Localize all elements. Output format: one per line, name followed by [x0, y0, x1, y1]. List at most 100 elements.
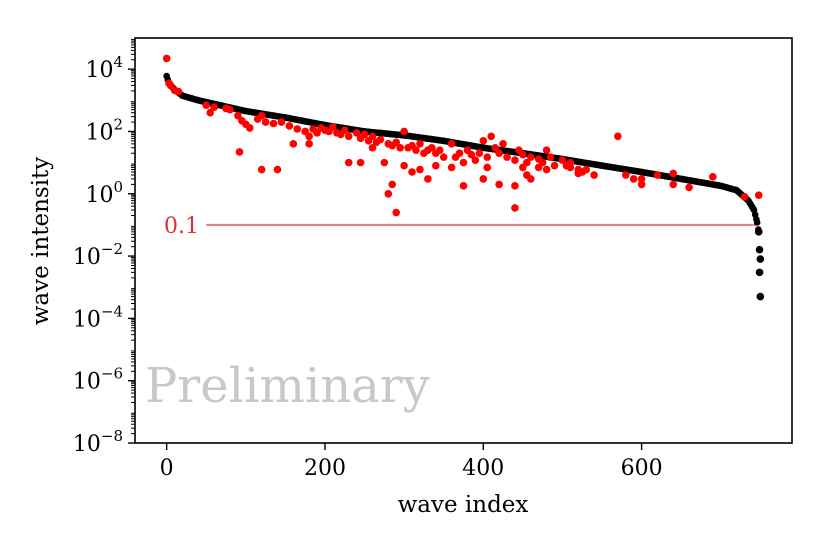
measured-point [653, 171, 662, 179]
measured-point [519, 163, 527, 172]
measured-point [257, 165, 266, 174]
y-tick-label: 10−2 [73, 240, 123, 270]
y-tick-label: 102 [85, 115, 123, 145]
measured-point [740, 192, 749, 201]
measured-intensity-series [162, 54, 763, 217]
measured-point [439, 153, 448, 161]
measured-point [590, 171, 598, 179]
measured-point [289, 140, 298, 148]
sorted-point [756, 255, 765, 263]
measured-point [455, 149, 464, 158]
measured-point [475, 149, 484, 158]
measured-point [566, 163, 575, 172]
measured-point [447, 163, 456, 172]
measured-point [202, 101, 211, 109]
measured-point [360, 130, 369, 139]
measured-point [210, 103, 218, 112]
x-axis-label: wave index [398, 492, 529, 518]
measured-point [388, 180, 397, 189]
measured-point [471, 156, 480, 164]
measured-point [546, 153, 555, 161]
measured-point [329, 123, 337, 131]
measured-point [479, 175, 488, 183]
measured-point [162, 54, 171, 63]
measured-point [637, 175, 646, 183]
y-axis-label: wave intensity [28, 157, 54, 326]
x-tick-label: 200 [304, 456, 346, 481]
measured-point [483, 163, 492, 172]
measured-point [499, 140, 507, 148]
x-tick-label: 0 [160, 456, 174, 481]
measured-point [305, 140, 313, 148]
measured-point [368, 143, 377, 152]
measured-point [269, 119, 278, 128]
measured-point [416, 140, 424, 148]
measured-point [431, 161, 440, 170]
x-tick-label: 600 [621, 456, 663, 481]
measured-point [459, 158, 468, 167]
measured-point [245, 124, 254, 132]
measured-point [400, 161, 408, 170]
y-tick-label: 10−6 [73, 365, 123, 395]
measured-point [392, 138, 401, 147]
measured-point [352, 129, 361, 137]
y-tick-label: 104 [85, 53, 123, 83]
measured-point [261, 118, 270, 126]
sorted-point [753, 219, 761, 226]
measured-point [511, 182, 519, 190]
measured-point [376, 135, 385, 144]
measured-point [685, 183, 693, 192]
measured-point [519, 150, 527, 159]
measured-point [424, 175, 432, 183]
measured-point [293, 125, 302, 133]
measured-point [400, 127, 408, 136]
measured-point [511, 204, 519, 212]
measured-point [277, 118, 286, 126]
measured-point [392, 208, 401, 217]
measured-point [206, 108, 214, 117]
y-tick-label: 100 [85, 178, 123, 208]
measured-point [467, 150, 476, 159]
measured-point [550, 161, 559, 170]
sorted-point [755, 268, 764, 277]
measured-point [273, 165, 282, 174]
measured-point [526, 153, 535, 161]
measured-point [491, 143, 499, 152]
sorted-point [756, 292, 765, 301]
measured-point [447, 140, 456, 148]
measured-point [614, 132, 622, 141]
y-tick-label: 10−4 [73, 302, 123, 332]
measured-point [558, 156, 567, 164]
measured-point [582, 165, 590, 174]
measured-point [384, 189, 393, 198]
measured-point [669, 180, 678, 189]
measured-point [542, 165, 551, 174]
threshold-label: 0.1 [164, 214, 199, 239]
y-tick-label: 10−8 [73, 427, 123, 457]
measured-point [344, 132, 353, 141]
measured-point [574, 169, 583, 178]
measured-point [709, 173, 717, 181]
measured-point [174, 87, 183, 96]
measured-point [416, 165, 424, 174]
measured-point [412, 146, 420, 155]
measured-point [459, 182, 468, 190]
measured-point [257, 111, 266, 120]
measured-point [487, 132, 496, 141]
plot-frame [134, 37, 793, 444]
axis-tick-labels: 0 200 400 600 104 102 100 10−2 10−4 10−6 10−8 [73, 53, 663, 481]
sorted-point [755, 245, 764, 254]
measured-point [495, 180, 503, 189]
measured-point [356, 158, 365, 167]
measured-point [503, 153, 511, 161]
measured-point [285, 122, 294, 130]
measured-point [305, 132, 313, 141]
measured-point [380, 158, 389, 167]
measured-point [542, 146, 551, 155]
measured-point [483, 153, 492, 161]
measured-point [408, 168, 416, 176]
x-tick-label: 400 [462, 456, 504, 481]
measured-point [396, 143, 404, 152]
watermark-label: Preliminary [145, 358, 430, 414]
